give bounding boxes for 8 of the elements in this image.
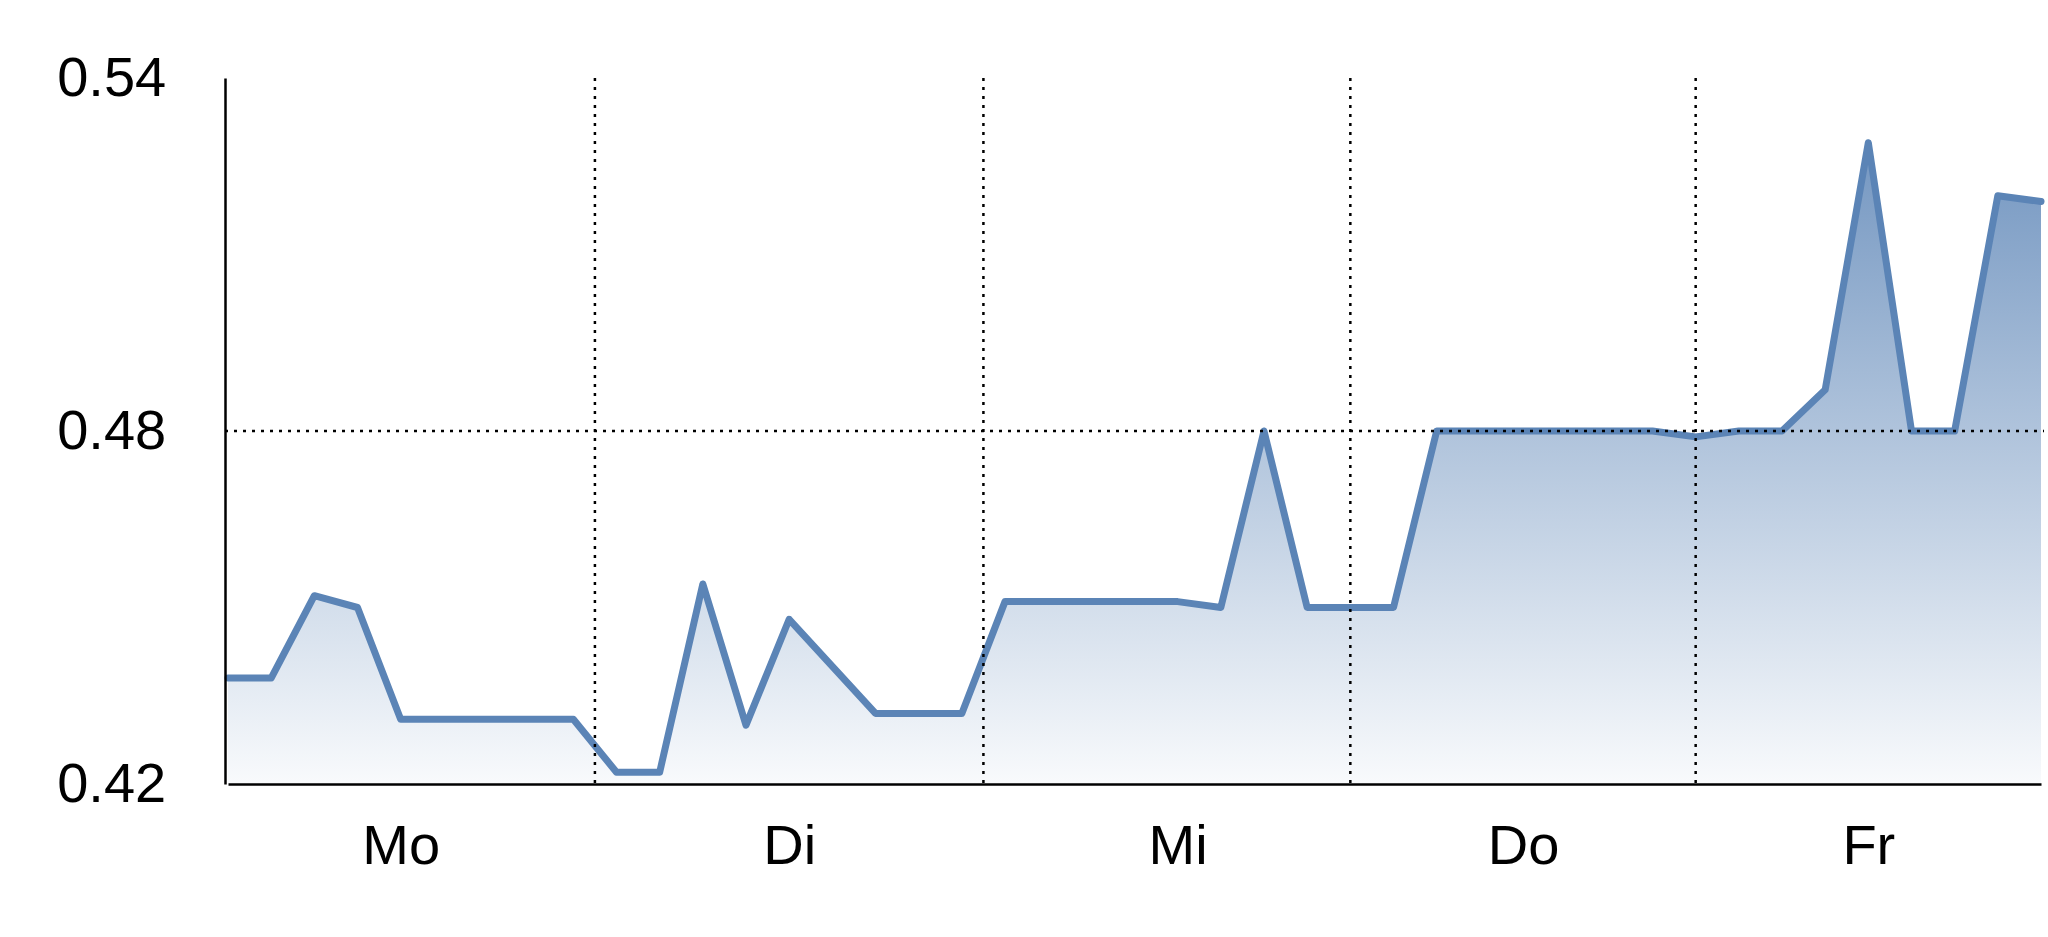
x-tick-label: Mi (1148, 812, 1208, 876)
x-tick-label: Mo (362, 812, 441, 876)
x-tick-label: Fr (1842, 812, 1896, 876)
x-tick-label: Do (1487, 812, 1560, 876)
x-tick-label: Di (763, 812, 817, 876)
y-tick-label: 0.54 (57, 45, 167, 109)
y-tick-label: 0.42 (57, 751, 167, 815)
y-tick-label: 0.48 (57, 398, 167, 462)
